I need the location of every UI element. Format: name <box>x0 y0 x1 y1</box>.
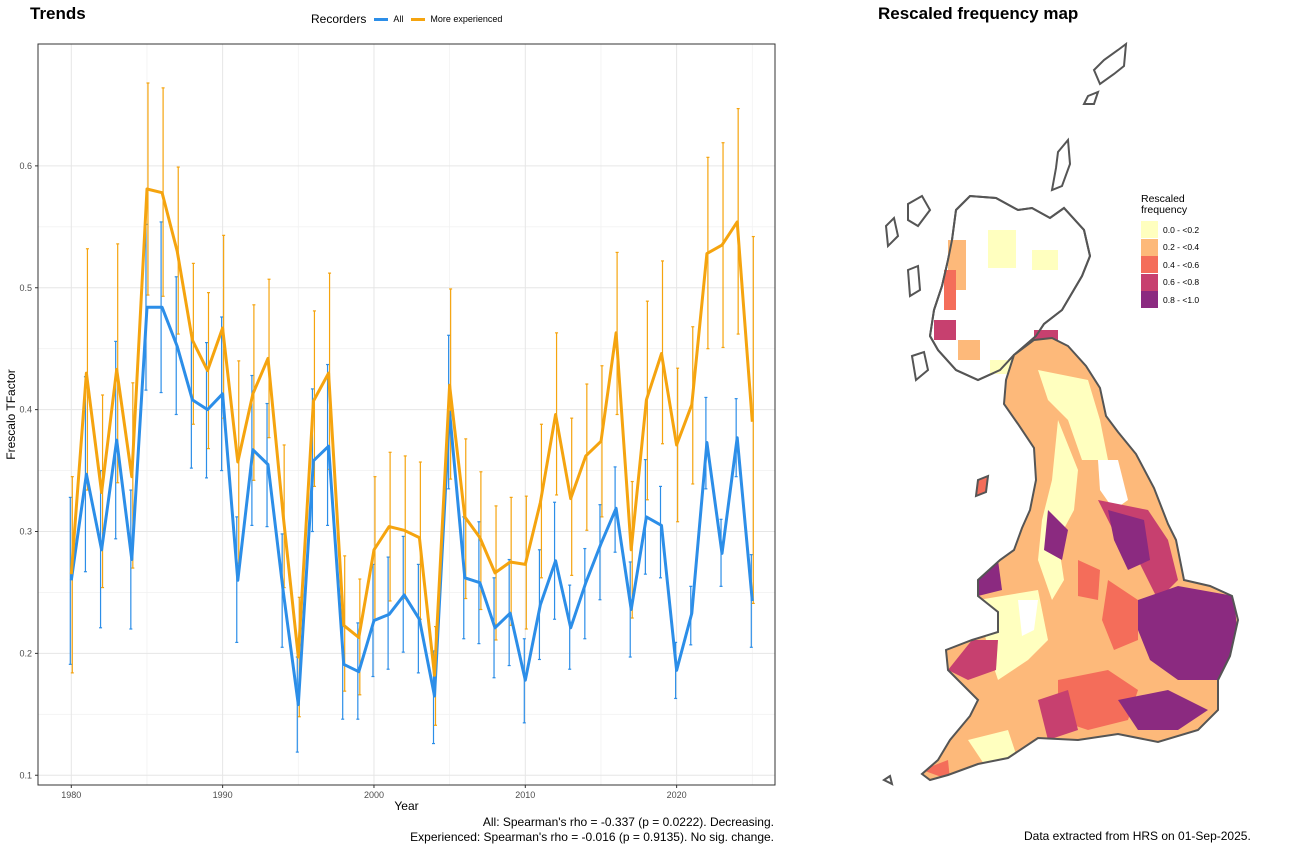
map-legend-title-line2: frequency <box>1141 204 1188 216</box>
legend-swatch-experienced <box>411 17 426 21</box>
legend-swatch-all <box>374 17 389 21</box>
tick-label-y: 0.2 <box>19 648 32 658</box>
series-line-0 <box>69 305 754 707</box>
x-axis-label: Year <box>394 799 418 813</box>
map-legend-swatch <box>1141 256 1158 274</box>
map-legend-label: 0.4 - <0.6 <box>1163 259 1200 270</box>
tick-label-y: 0.3 <box>19 527 32 537</box>
map-legend-swatch <box>1141 238 1158 256</box>
stats-experienced: Experienced: Spearman's rho = -0.016 (p … <box>410 830 774 844</box>
frequency-map <box>882 41 1240 786</box>
map-legend-label: 0.6 - <0.8 <box>1163 277 1200 288</box>
england-wales-outline <box>920 336 1240 782</box>
map-legend-label: 0.2 - <0.4 <box>1163 242 1200 253</box>
tick-label-x: 1980 <box>61 790 81 800</box>
trends-chart: 0.1 0.2 0.3 0.4 0.5 0.6 1980 1990 2000 2010 2020 Ye… <box>4 43 776 813</box>
map-legend-title-line1: Rescaled <box>1141 193 1185 205</box>
tick-label-x: 1990 <box>213 790 233 800</box>
map-legend-row: 0.2 - <0.4 <box>1141 238 1200 257</box>
map-legend-row: 0.0 - <0.2 <box>1141 221 1199 239</box>
map-legend-label: 0.8 - <1.0 <box>1163 294 1200 305</box>
legend-item-all: All <box>374 14 403 24</box>
tick-label-x: 2010 <box>515 790 535 800</box>
plot-border <box>37 43 776 786</box>
legend-title: Recorders <box>311 12 367 26</box>
map-legend-swatch <box>1141 273 1158 291</box>
y-axis-label: Frescalo TFactor <box>4 369 18 459</box>
islands <box>882 41 1128 786</box>
data-source-footer: Data extracted from HRS on 01-Sep-2025. <box>1024 829 1251 843</box>
series-line-1 <box>69 187 754 677</box>
stats-all: All: Spearman's rho = -0.337 (p = 0.0222… <box>482 815 774 829</box>
map-legend-row: 0.4 - <0.6 <box>1141 256 1199 274</box>
scotland-landmass <box>928 194 1092 382</box>
map-legend: Rescaled frequency 0.0 - <0.2 0.2 - <0.4… <box>1141 194 1199 309</box>
chart-legend: Recorders All More experienced <box>311 12 502 26</box>
map-legend-row: 0.6 - <0.8 <box>1141 273 1200 292</box>
map-legend-swatch <box>1141 221 1158 239</box>
england-wales-landmass <box>922 338 1238 780</box>
tick-label-y: 0.6 <box>19 161 32 171</box>
tick-label-y: 0.5 <box>19 283 32 293</box>
tick-label-x: 2000 <box>364 790 384 800</box>
map-legend-label: 0.0 - <0.2 <box>1163 224 1200 235</box>
series-1 <box>70 82 755 726</box>
legend-label-all: All <box>393 14 404 24</box>
tick-label-y: 0.4 <box>19 405 32 415</box>
map-title: Rescaled frequency map <box>878 4 1079 23</box>
tick-label-x: 2020 <box>667 790 687 800</box>
legend-label-experienced: More experienced <box>430 14 503 24</box>
map-legend-swatch <box>1141 291 1158 309</box>
series-0 <box>68 221 753 753</box>
trends-title: Trends <box>30 4 86 23</box>
legend-item-experienced: More experienced <box>411 14 502 24</box>
tick-label-y: 0.1 <box>19 770 32 780</box>
map-legend-row: 0.8 - <1.0 <box>1141 291 1199 309</box>
